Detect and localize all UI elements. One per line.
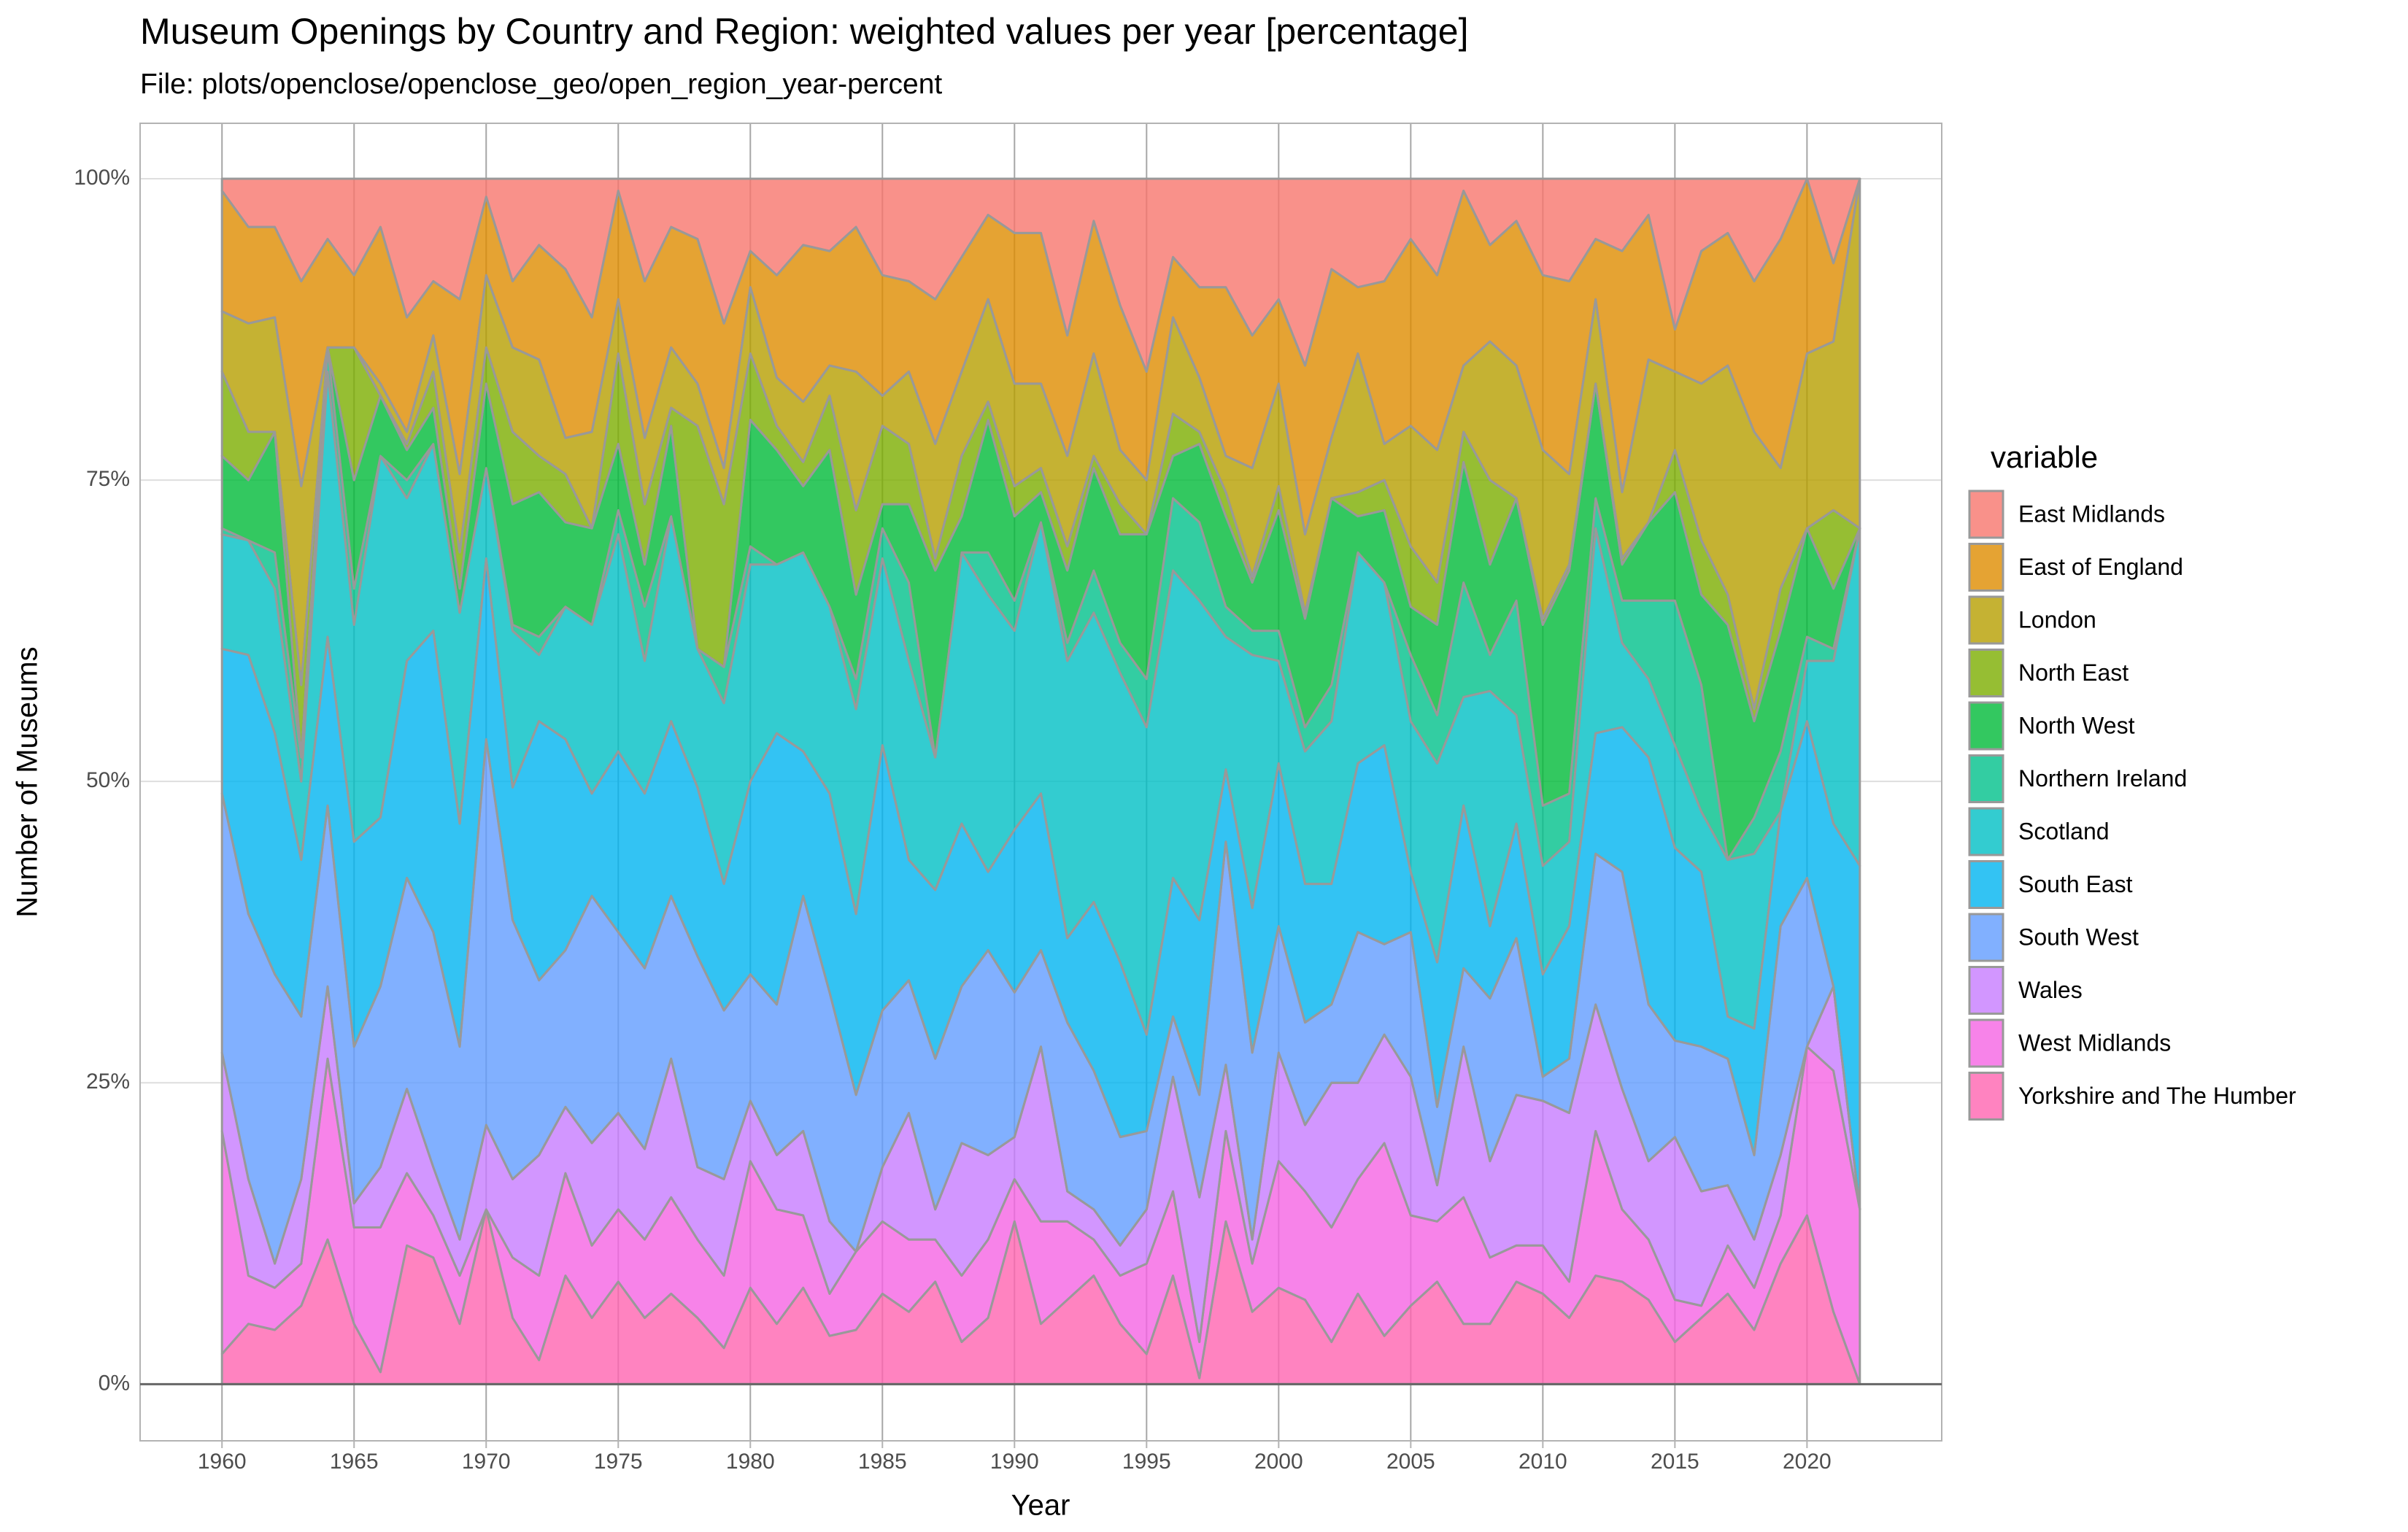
x-tick-label: 1980 — [726, 1450, 775, 1474]
x-tick-label: 1985 — [858, 1450, 907, 1474]
x-tick-label: 1995 — [1122, 1450, 1171, 1474]
area-series — [220, 177, 1861, 373]
x-tick-label: 1960 — [198, 1450, 247, 1474]
x-tick-label: 1975 — [594, 1450, 643, 1474]
legend-key — [1968, 1018, 2004, 1068]
legend-label: East of England — [2018, 554, 2183, 580]
legend-label: West Midlands — [2018, 1029, 2171, 1056]
legend-label: North West — [2018, 712, 2135, 738]
plot-area — [220, 177, 1861, 1385]
legend-key — [1968, 1072, 2004, 1121]
legend-key — [1968, 807, 2004, 856]
legend-key — [1968, 490, 2004, 539]
legend-key — [1968, 754, 2004, 803]
legend-key — [1968, 543, 2004, 592]
x-tick-label: 1970 — [462, 1450, 511, 1474]
legend-key — [1968, 860, 2004, 909]
legend-key — [1968, 913, 2004, 962]
legend-key — [1968, 966, 2004, 1015]
x-tick-label: 1965 — [330, 1450, 379, 1474]
legend-title: variable — [1991, 440, 2098, 474]
legend-key — [1968, 649, 2004, 697]
x-tick-label: 2000 — [1254, 1450, 1303, 1474]
x-axis-title: Year — [1011, 1490, 1070, 1522]
legend-label: South East — [2018, 871, 2133, 897]
y-tick-label: 50% — [86, 768, 130, 792]
y-axis-title: Number of Museums — [12, 646, 44, 917]
x-tick-label: 2010 — [1518, 1450, 1567, 1474]
legend: variable East Midlands East of England Lon… — [1968, 440, 2296, 1121]
y-tick-label: 0% — [99, 1371, 130, 1395]
legend-label: North East — [2018, 659, 2129, 686]
y-tick-label: 100% — [74, 166, 130, 190]
legend-key — [1968, 701, 2004, 751]
chart-title: Museum Openings by Country and Region: w… — [140, 11, 1469, 52]
x-tick-label: 1990 — [990, 1450, 1039, 1474]
legend-label: Yorkshire and The Humber — [2018, 1083, 2296, 1109]
x-tick-label: 2020 — [1783, 1450, 1832, 1474]
legend-label: East Midlands — [2018, 500, 2165, 527]
y-tick-label: 25% — [86, 1069, 130, 1094]
legend-key — [1968, 595, 2004, 645]
legend-label: London — [2018, 606, 2096, 632]
panel-border — [139, 123, 1942, 1442]
x-tick-label: 2015 — [1651, 1450, 1699, 1474]
legend-label: Northern Ireland — [2018, 765, 2187, 792]
chart-subtitle: File: plots/openclose/openclose_geo/open… — [140, 69, 942, 100]
legend-label: Scotland — [2018, 818, 2110, 844]
legend-label: South West — [2018, 924, 2139, 950]
y-tick-label: 75% — [86, 467, 130, 491]
legend-label: Wales — [2018, 977, 2083, 1003]
x-tick-label: 2005 — [1386, 1450, 1435, 1474]
